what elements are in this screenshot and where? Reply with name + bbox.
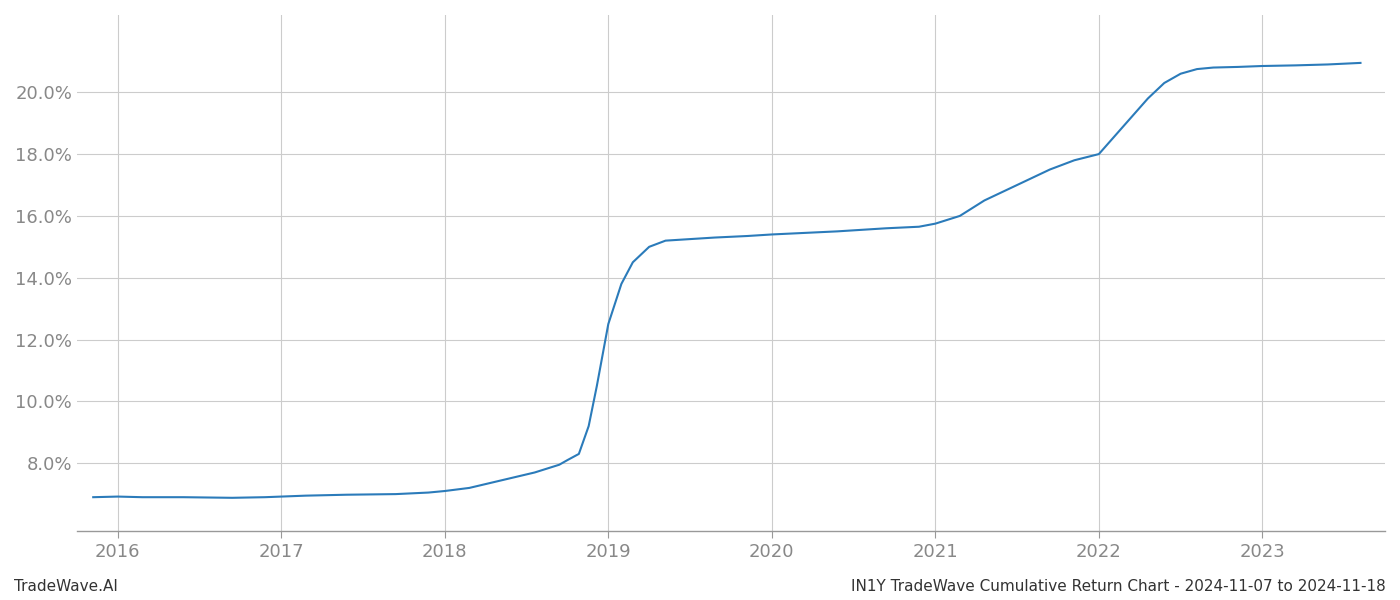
Text: IN1Y TradeWave Cumulative Return Chart - 2024-11-07 to 2024-11-18: IN1Y TradeWave Cumulative Return Chart -…: [851, 579, 1386, 594]
Text: TradeWave.AI: TradeWave.AI: [14, 579, 118, 594]
